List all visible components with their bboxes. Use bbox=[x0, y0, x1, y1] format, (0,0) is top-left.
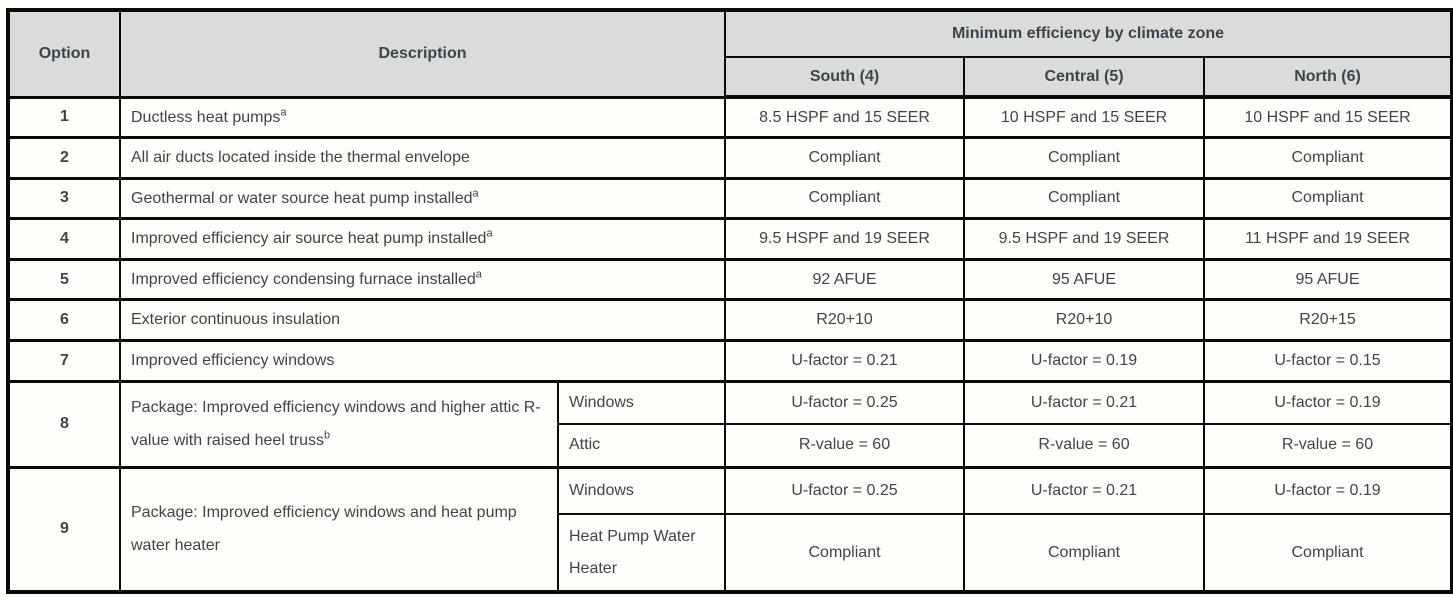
description-cell: Improved efficiency condensing furnace i… bbox=[118, 257, 727, 301]
table-row-option-7: 7 Improved efficiency windows U-factor =… bbox=[7, 339, 1453, 383]
table-row-option-8-attic: Attic R-value = 60 R-value = 60 R-value … bbox=[8, 423, 1453, 469]
value-cell-north: Compliant bbox=[1203, 136, 1453, 180]
table-row-option-3: 3 Geothermal or water source heat pump i… bbox=[7, 176, 1453, 220]
value-cell-north: Compliant bbox=[1203, 176, 1453, 220]
value-cell-central: 95 AFUE bbox=[963, 257, 1206, 301]
description-cell: Exterior continuous insulation bbox=[118, 298, 727, 342]
value-cell-south: U-factor = 0.25 bbox=[724, 465, 966, 516]
value-cell-south: U-factor = 0.25 bbox=[724, 379, 966, 426]
footnote-marker-b: b bbox=[323, 429, 331, 442]
description-text: Package: Improved efficiency windows and… bbox=[131, 398, 541, 450]
table-row-option-9-windows: 9 Package: Improved efficiency windows a… bbox=[7, 465, 1453, 594]
table-header: Option Description Minimum efficiency by… bbox=[7, 9, 1453, 99]
value-cell-central: 9.5 HSPF and 19 SEER bbox=[963, 217, 1206, 261]
value-cell-north: 95 AFUE bbox=[1203, 257, 1453, 301]
value-cell-north: U-factor = 0.15 bbox=[1203, 339, 1453, 383]
value-cell-north: U-factor = 0.19 bbox=[1203, 379, 1453, 426]
value-cell-south: 9.5 HSPF and 19 SEER bbox=[724, 217, 966, 261]
header-cell-zone-north: North (6) bbox=[1203, 56, 1453, 99]
value-cell-central: U-factor = 0.21 bbox=[963, 379, 1206, 426]
value-cell-south: U-factor = 0.21 bbox=[724, 339, 966, 383]
value-cell-central: U-factor = 0.21 bbox=[963, 465, 1206, 516]
description-cell: Improved efficiency air source heat pump… bbox=[118, 217, 727, 261]
value-cell-north: R20+15 bbox=[1203, 298, 1453, 342]
option-cell: 5 bbox=[7, 257, 121, 301]
value-cell-north: 11 HSPF and 19 SEER bbox=[1203, 217, 1453, 261]
description-cell: Geothermal or water source heat pump ins… bbox=[118, 176, 727, 220]
value-cell-south: Compliant bbox=[724, 176, 966, 220]
value-cell-north: 10 HSPF and 15 SEER bbox=[1203, 95, 1453, 139]
option-cell: 1 bbox=[7, 95, 121, 139]
subitem-cell-windows: Windows bbox=[556, 465, 727, 516]
option-cell: 4 bbox=[7, 217, 121, 261]
description-cell: Package: Improved efficiency windows and… bbox=[119, 465, 559, 594]
value-cell-central: Compliant bbox=[963, 136, 1206, 180]
table-row-option-8-windows: 8 Package: Improved efficiency windows a… bbox=[7, 379, 1453, 469]
table-row-option-6: 6 Exterior continuous insulation R20+10 … bbox=[7, 298, 1453, 342]
description-cell: All air ducts located inside the thermal… bbox=[118, 136, 727, 180]
header-cell-zone-south: South (4) bbox=[724, 56, 966, 99]
value-cell-south: Compliant bbox=[724, 513, 966, 594]
table-row-option-5: 5 Improved efficiency condensing furnace… bbox=[7, 257, 1453, 301]
description-text: Ductless heat pumps bbox=[131, 108, 281, 126]
header-cell-description: Description bbox=[118, 9, 727, 98]
footnote-marker-a: a bbox=[472, 187, 479, 200]
footnote-marker-a: a bbox=[475, 268, 482, 281]
footnote-marker-a: a bbox=[486, 227, 493, 240]
value-cell-central: Compliant bbox=[963, 513, 1206, 594]
table-row-option-2: 2 All air ducts located inside the therm… bbox=[7, 136, 1453, 180]
option-cell: 7 bbox=[7, 339, 121, 383]
description-text: Improved efficiency condensing furnace i… bbox=[131, 270, 476, 288]
table-row-option-1: 1 Ductless heat pumpsa 8.5 HSPF and 15 S… bbox=[7, 95, 1453, 139]
value-cell-central: 10 HSPF and 15 SEER bbox=[963, 95, 1206, 139]
option-cell: 6 bbox=[7, 298, 121, 342]
value-cell-north: R-value = 60 bbox=[1203, 423, 1453, 469]
header-cell-zone-central: Central (5) bbox=[963, 56, 1206, 99]
value-cell-south: 8.5 HSPF and 15 SEER bbox=[724, 95, 966, 139]
header-row-2: South (4) Central (5) North (6) bbox=[8, 56, 1453, 99]
description-text: Improved efficiency air source heat pump… bbox=[131, 230, 487, 248]
footnote-marker-a: a bbox=[280, 106, 287, 119]
value-cell-north: U-factor = 0.19 bbox=[1203, 465, 1453, 516]
table-row-option-9-heat-pump-water-heater: Heat Pump Water Heater Compliant Complia… bbox=[8, 513, 1453, 594]
option-cell: 8 bbox=[7, 379, 121, 469]
table-row-option-4: 4 Improved efficiency air source heat pu… bbox=[7, 217, 1453, 261]
option-cell: 9 bbox=[7, 465, 121, 594]
value-cell-central: Compliant bbox=[963, 176, 1206, 220]
value-cell-central: U-factor = 0.19 bbox=[963, 339, 1206, 383]
header-cell-option: Option bbox=[7, 9, 121, 98]
description-cell: Package: Improved efficiency windows and… bbox=[119, 379, 559, 469]
description-cell: Improved efficiency windows bbox=[118, 339, 727, 383]
option-cell: 2 bbox=[7, 136, 121, 180]
description-cell: Ductless heat pumpsa bbox=[118, 95, 727, 139]
description-text: Geothermal or water source heat pump ins… bbox=[131, 189, 473, 207]
value-cell-south: 92 AFUE bbox=[724, 257, 966, 301]
value-cell-central: R-value = 60 bbox=[963, 423, 1206, 469]
value-cell-central: R20+10 bbox=[963, 298, 1206, 342]
efficiency-table: Option Description Minimum efficiency by… bbox=[6, 8, 1453, 595]
subitem-cell-windows: Windows bbox=[556, 379, 727, 426]
value-cell-south: R-value = 60 bbox=[724, 423, 966, 469]
subitem-cell-heat-pump-water-heater: Heat Pump Water Heater bbox=[556, 513, 727, 594]
header-row-1: Option Description Minimum efficiency by… bbox=[7, 9, 1453, 98]
header-cell-climate-group: Minimum efficiency by climate zone bbox=[724, 9, 1453, 58]
option-cell: 3 bbox=[7, 176, 121, 220]
value-cell-north: Compliant bbox=[1203, 513, 1453, 594]
value-cell-south: R20+10 bbox=[724, 298, 966, 342]
value-cell-south: Compliant bbox=[724, 136, 966, 180]
subitem-cell-attic: Attic bbox=[556, 423, 727, 469]
